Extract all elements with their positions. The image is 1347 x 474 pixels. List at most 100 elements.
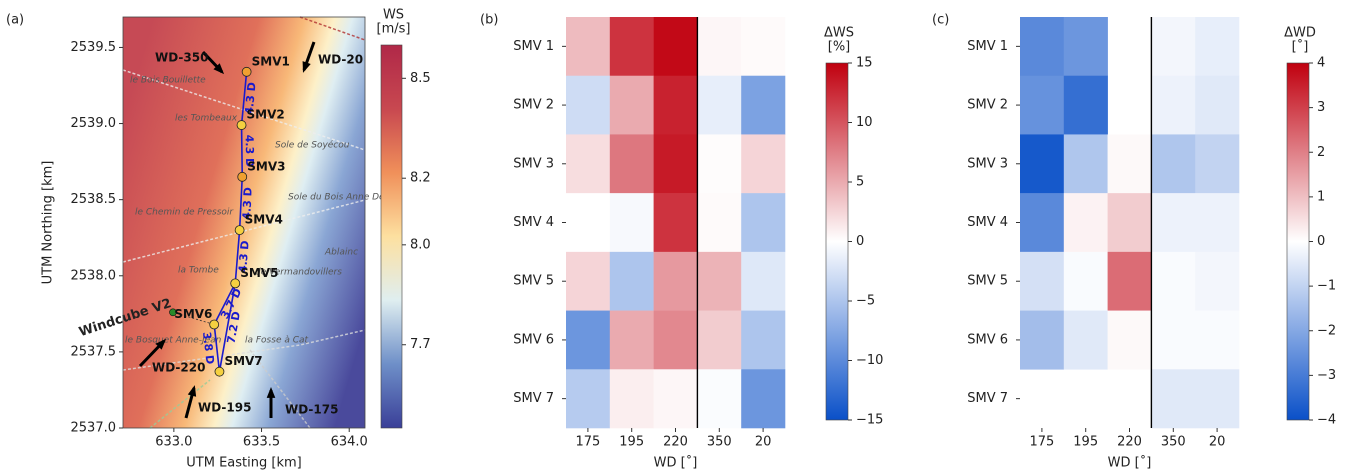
y-tick-label: 2538.0: [71, 268, 117, 283]
heat-cell: [1151, 17, 1196, 77]
place-name: Sole de Soyécou: [275, 140, 350, 151]
road: [249, 349, 311, 429]
heat-cell: [566, 193, 611, 253]
heat-cell: [697, 369, 742, 429]
turbine-label: SMV1: [252, 54, 290, 68]
colorbar-tick-label: 5: [856, 175, 864, 190]
heat-cell: [741, 193, 786, 253]
heat-cell: [1020, 134, 1065, 194]
turbine-link: [234, 230, 241, 284]
colorbar-title: ΔWD: [1284, 26, 1316, 41]
heat-cell: [1151, 75, 1196, 135]
heat-cell: [1151, 369, 1196, 429]
road: [122, 69, 366, 151]
wind-arrowhead: [155, 338, 167, 350]
x-axis-label: UTM Easting [km]: [186, 456, 301, 471]
turbine: [234, 225, 245, 236]
panel-label: (c): [932, 13, 949, 28]
wind-label: WD-20: [318, 53, 363, 67]
y-tick-label: SMV 3: [967, 156, 1008, 171]
place-name: Sole du Bois Anne Dege: [288, 193, 396, 203]
heat-cell: [697, 193, 742, 253]
distance-label: 7.2 D: [225, 310, 244, 344]
heat-cell: [1195, 134, 1240, 194]
road: [149, 379, 211, 429]
heat-cell: [1195, 310, 1240, 370]
place-name: le Bosquet Anne-Jean: [125, 336, 222, 346]
turbine: [236, 120, 247, 130]
turbine-label: SMV2: [247, 108, 285, 122]
heat-cell: [1020, 310, 1065, 370]
y-tick-label: 2537.5: [71, 344, 117, 359]
turbine: [241, 66, 252, 77]
y-axis-label: UTM Northing [km]: [41, 161, 56, 285]
place-name: Ablainc: [324, 248, 358, 258]
heat-cell: [653, 134, 698, 194]
colorbar: [825, 62, 849, 421]
y-tick-label: SMV 1: [967, 39, 1008, 54]
heat-cell: [1020, 17, 1065, 77]
wind-label: WD-220: [152, 361, 205, 375]
heat-cell: [741, 75, 786, 135]
y-tick-label: SMV 2: [513, 98, 554, 113]
heat-cell: [1063, 17, 1108, 77]
x-tick-label: 633.0: [155, 435, 192, 450]
heat-cell: [566, 251, 611, 311]
colorbar-tick-label: −2: [1317, 323, 1336, 338]
turbine-label: SMV3: [247, 159, 285, 173]
distance-label: 4.3 D: [236, 240, 252, 273]
heat-cell: [653, 251, 698, 311]
heat-cell: [741, 134, 786, 194]
heat-cell: [1107, 193, 1152, 253]
y-tick-label: 2539.5: [71, 40, 117, 55]
heat-cell: [609, 134, 654, 194]
distance-label: 4.3 D: [243, 135, 256, 168]
heat-cell: [1195, 369, 1240, 429]
turbine: [230, 278, 241, 289]
colorbar-unit: [%]: [828, 40, 851, 55]
heat-cell: [1195, 75, 1240, 135]
place-name: le Bois Bouillette: [130, 76, 206, 86]
heat-cell: [697, 17, 742, 77]
heat-cell: [1195, 193, 1240, 253]
heat-cell: [1107, 310, 1152, 370]
wind-label: WD-195: [198, 401, 251, 415]
x-tick-label: 20: [755, 435, 772, 450]
road: [299, 16, 366, 41]
place-name: la Tombe: [178, 266, 219, 276]
lidar-link: [172, 311, 215, 325]
x-tick-label: 633.5: [243, 435, 280, 450]
panel-label: (a): [6, 13, 24, 28]
turbine-link: [240, 71, 248, 126]
heat-cell: [566, 134, 611, 194]
turbine: [209, 319, 220, 330]
heat-cell: [609, 310, 654, 370]
y-tick-label: 2539.0: [71, 116, 117, 131]
x-tick-label: 175: [575, 435, 600, 450]
turbine: [214, 366, 225, 377]
wind-arrowhead: [187, 385, 197, 397]
distance-label: 4.3 D: [243, 82, 259, 116]
heat-cell: [566, 75, 611, 135]
x-tick-label: 20: [1209, 435, 1226, 450]
colorbar-unit: [m/s]: [377, 22, 411, 37]
heat-cell: [1063, 251, 1108, 311]
map-frame: [122, 16, 366, 429]
x-axis-label: WD [˚]: [654, 455, 698, 471]
colorbar-tick-label: 8.5: [410, 71, 431, 86]
x-tick-label: 350: [707, 435, 732, 450]
colorbar-tick-label: 2: [1317, 145, 1325, 160]
heat-cell: [697, 134, 742, 194]
x-tick-label: 350: [1161, 435, 1186, 450]
x-tick-label: 634.0: [331, 435, 368, 450]
y-tick-label: 2538.5: [71, 192, 117, 207]
y-tick-label: SMV 3: [513, 156, 554, 171]
wind-arrowhead: [213, 63, 225, 75]
distance-label: 3.8 D: [200, 331, 217, 365]
colorbar-tick-label: −4: [1317, 413, 1336, 428]
heat-cell: [697, 251, 742, 311]
colorbar-tick-label: −5: [856, 294, 875, 309]
x-tick-label: 175: [1029, 435, 1054, 450]
place-name: de Vermandovillers: [255, 268, 342, 278]
